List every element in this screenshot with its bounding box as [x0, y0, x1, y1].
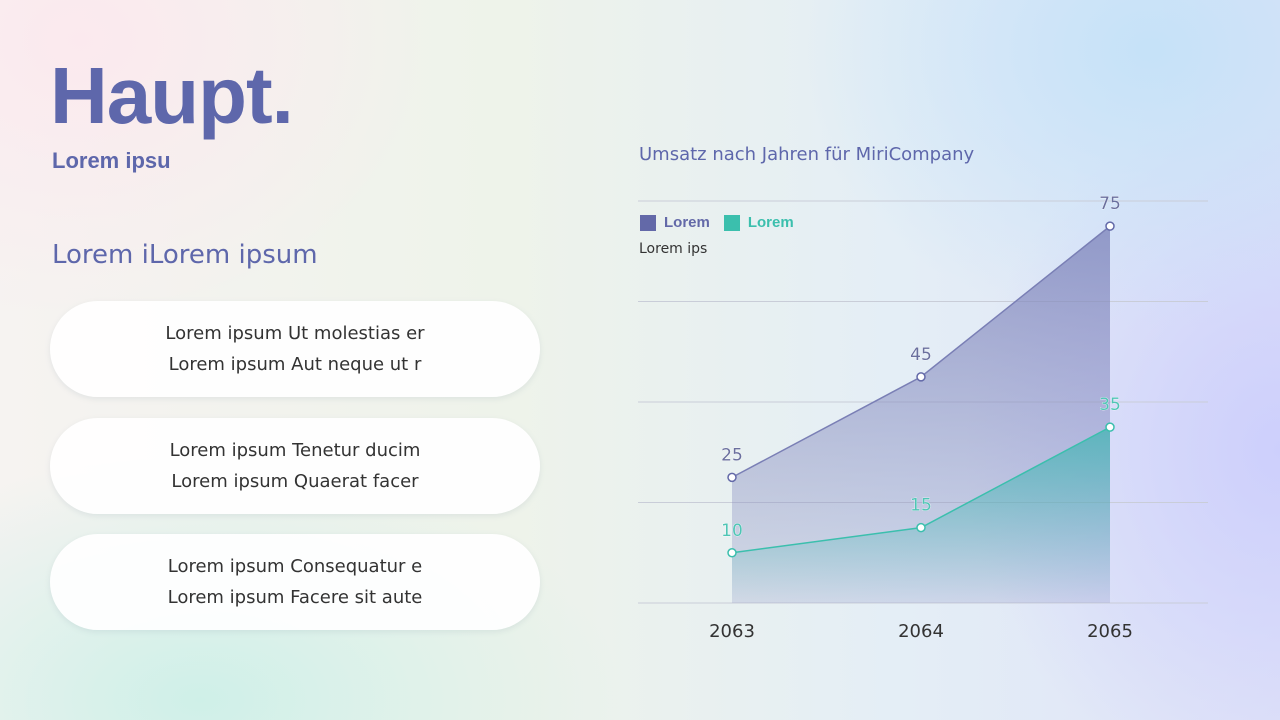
card-line: Lorem ipsum Aut neque ut r — [168, 354, 422, 375]
series-area — [732, 427, 1110, 603]
x-tick-label: 2065 — [1087, 621, 1133, 642]
card-line: Lorem ipsum Ut molestias er — [165, 323, 425, 344]
chart-legend: Lorem Lorem — [640, 214, 794, 231]
section-title: Lorem iLorem ipsum — [52, 240, 318, 270]
chart-title: Umsatz nach Jahren für MiriCompany — [639, 144, 975, 165]
info-card: Lorem ipsum Ut molestias er Lorem ipsum … — [50, 301, 540, 397]
legend-label: Lorem — [664, 214, 710, 231]
data-point — [727, 548, 737, 558]
data-point — [1105, 221, 1115, 231]
data-point — [916, 372, 926, 382]
legend-label: Lorem — [747, 214, 794, 231]
card-line: Lorem ipsum Quaerat facer — [171, 471, 419, 492]
data-label: 35 — [1099, 395, 1121, 415]
card-line: Lorem ipsum Facere sit aute — [167, 587, 423, 608]
card-line: Lorem ipsum Tenetur ducim — [169, 440, 421, 461]
info-card: Lorem ipsum Consequatur e Lorem ipsum Fa… — [50, 534, 540, 630]
y-axis-label: Lorem ips — [639, 241, 708, 257]
legend-swatch — [640, 214, 656, 231]
data-label: 15 — [910, 496, 932, 516]
data-label: 75 — [1099, 194, 1121, 214]
data-label: 45 — [910, 345, 932, 365]
data-label: 10 — [721, 521, 743, 541]
data-label: 25 — [721, 445, 743, 465]
card-line: Lorem ipsum Consequatur e — [167, 556, 423, 577]
x-tick-label: 2064 — [898, 621, 944, 642]
page-title: Haupt. — [50, 51, 294, 140]
data-point — [727, 472, 737, 483]
x-tick-label: 2063 — [709, 621, 755, 642]
data-point — [916, 522, 926, 533]
info-card: Lorem ipsum Tenetur ducim Lorem ipsum Qu… — [50, 418, 540, 514]
legend-swatch — [723, 214, 740, 231]
page-subtitle: Lorem ipsu — [52, 148, 171, 173]
data-point — [1105, 422, 1115, 432]
